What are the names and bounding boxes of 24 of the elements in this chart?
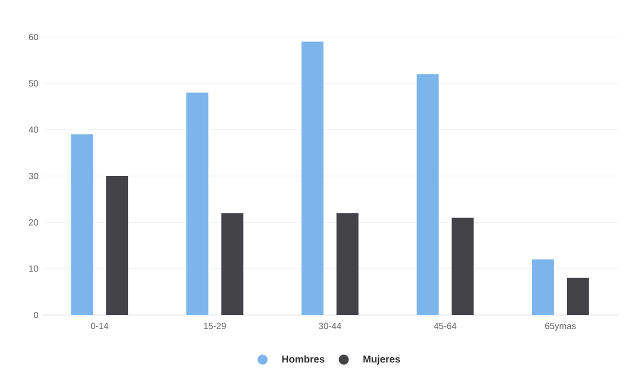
bar: [71, 134, 94, 315]
bar: [452, 218, 474, 315]
bar: [532, 259, 554, 315]
y-tick-label: 40: [28, 126, 38, 133]
x-tick-label: 15-29: [204, 322, 226, 330]
bar: [106, 176, 128, 315]
x-tick-label: 0-14: [90, 322, 108, 330]
y-tick-label: 60: [28, 34, 38, 40]
bar: [221, 213, 244, 315]
legend-label: Mujeres: [363, 355, 400, 365]
bar: [186, 92, 208, 315]
x-tick-label: 45-64: [434, 322, 456, 330]
bar: [416, 74, 439, 315]
bar: [566, 278, 589, 315]
legend-label: Hombres: [282, 355, 324, 363]
x-tick-label: 30-44: [318, 322, 342, 330]
y-tick-label: 50: [28, 80, 38, 87]
y-tick-label: 10: [29, 265, 38, 272]
bar: [336, 213, 359, 315]
y-tick-label: 20: [28, 219, 38, 226]
y-tick-label: 30: [28, 172, 38, 180]
bar: [302, 42, 324, 315]
y-tick-label: 0: [34, 312, 38, 318]
x-tick-label: 65ymas: [545, 322, 576, 331]
